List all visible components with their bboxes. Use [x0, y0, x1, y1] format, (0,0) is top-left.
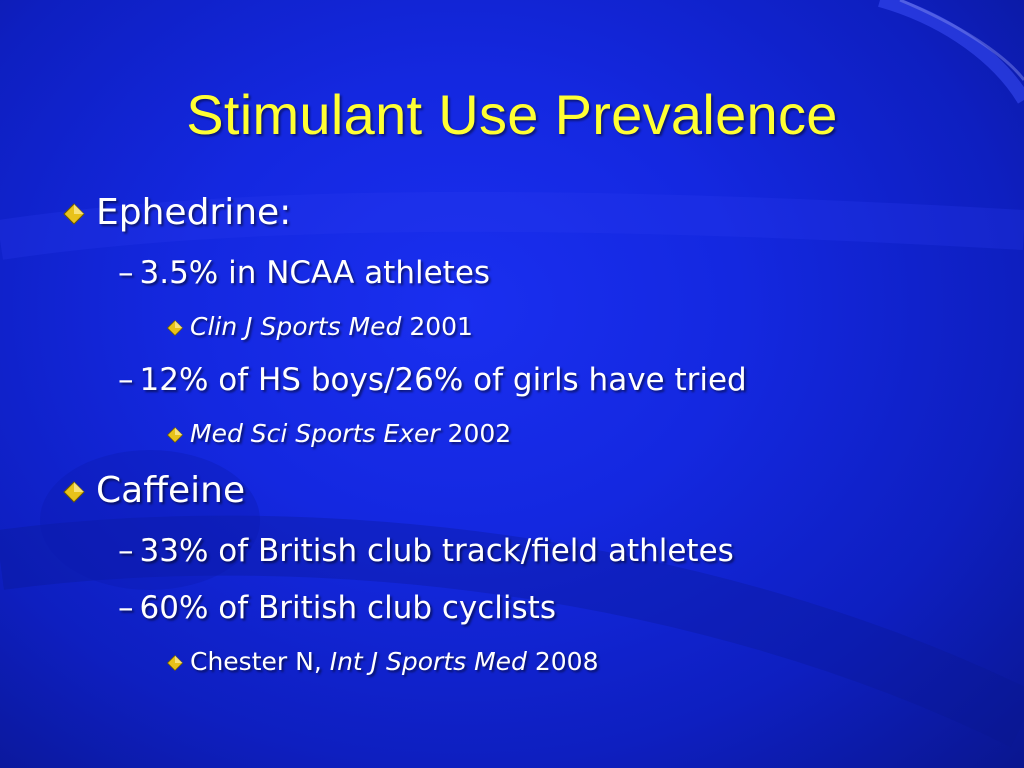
journal-name: Clin J Sports Med — [190, 312, 402, 341]
reference-med-sci-sports-exer: Med Sci Sports Exer 2002 — [166, 419, 511, 448]
diamond-bullet-icon — [166, 426, 184, 444]
journal-name: Med Sci Sports Exer — [190, 419, 440, 448]
diamond-bullet-icon — [63, 203, 85, 225]
diamond-bullet-icon — [63, 481, 85, 503]
dash: – — [118, 362, 134, 398]
track-field-text: 33% of British club track/field athletes — [139, 533, 734, 569]
journal-year: 2001 — [401, 312, 473, 341]
author-name: Chester N, — [190, 647, 330, 676]
sub-bullet-ncaa: –3.5% in NCAA athletes — [118, 255, 490, 291]
sub-bullet-cyclists: –60% of British club cyclists — [118, 590, 556, 626]
dash: – — [118, 255, 134, 291]
reference-clin-j-sports-med: Clin J Sports Med 2001 — [166, 312, 473, 341]
ephedrine-label: Ephedrine: — [96, 192, 292, 233]
dash: – — [118, 590, 134, 626]
reference-int-j-sports-med: Chester N, Int J Sports Med 2008 — [166, 647, 599, 676]
sub-bullet-track-field: –33% of British club track/field athlete… — [118, 533, 734, 569]
bullet-ephedrine: Ephedrine: — [62, 192, 291, 233]
sub-bullet-hs-boys-girls: –12% of HS boys/26% of girls have tried — [118, 362, 747, 398]
diamond-bullet-icon — [166, 654, 184, 672]
diamond-bullet-icon — [166, 319, 184, 337]
journal-year: 2002 — [439, 419, 512, 448]
bullet-caffeine: Caffeine — [62, 470, 245, 511]
cyclists-text: 60% of British club cyclists — [139, 590, 557, 626]
dash: – — [118, 533, 134, 569]
slide-title: Stimulant Use Prevalence — [186, 83, 838, 146]
caffeine-label: Caffeine — [96, 470, 246, 511]
journal-name: Int J Sports Med — [329, 647, 527, 676]
journal-year: 2008 — [526, 647, 599, 676]
ncaa-text: 3.5% in NCAA athletes — [139, 255, 491, 291]
hs-text: 12% of HS boys/26% of girls have tried — [139, 362, 747, 398]
